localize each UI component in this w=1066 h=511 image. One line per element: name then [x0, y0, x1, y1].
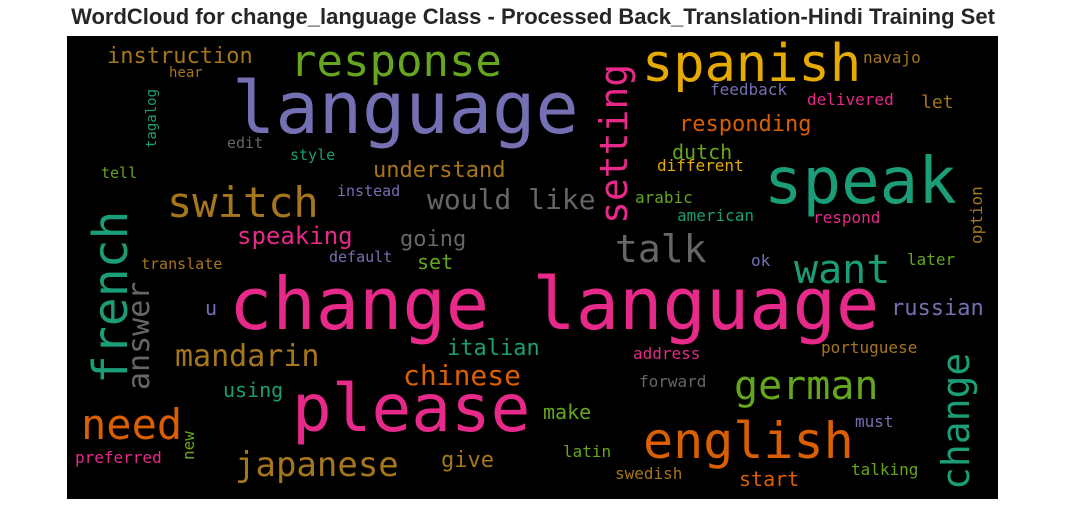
- word-response: response: [290, 36, 502, 87]
- word-change: change: [934, 352, 978, 490]
- word-let: let: [921, 92, 954, 113]
- word-start: start: [739, 467, 800, 491]
- word-speaking: speaking: [237, 222, 353, 250]
- word-give: give: [441, 448, 494, 473]
- word-chinese: chinese: [403, 359, 522, 392]
- word-italian: italian: [447, 336, 540, 361]
- word-responding: responding: [679, 112, 812, 137]
- word-hear: hear: [169, 65, 203, 81]
- chart-title: WordCloud for change_language Class - Pr…: [71, 4, 995, 29]
- word-new: new: [179, 431, 198, 460]
- word-preferred: preferred: [75, 448, 162, 467]
- word-must: must: [855, 412, 894, 431]
- word-delivered: delivered: [807, 90, 894, 109]
- word-different: different: [657, 156, 744, 175]
- word-english: english: [643, 412, 854, 470]
- word-translate: translate: [141, 255, 223, 273]
- word-u: u: [205, 296, 218, 320]
- word-style: style: [290, 146, 336, 164]
- word-speak: speak: [764, 145, 957, 219]
- word-talking: talking: [851, 460, 919, 479]
- word-understand: understand: [373, 158, 506, 183]
- word-instruction: instruction: [107, 44, 253, 69]
- word-portuguese: portuguese: [821, 338, 918, 357]
- word-feedback: feedback: [710, 80, 788, 99]
- word-instead: instead: [337, 182, 401, 200]
- word-address: address: [633, 344, 701, 363]
- word-arabic: arabic: [635, 188, 693, 207]
- word-american: american: [677, 206, 755, 225]
- word-spanish: spanish: [642, 36, 862, 94]
- word-forward: forward: [639, 372, 707, 391]
- word-make: make: [543, 400, 592, 424]
- word-change-language: change language: [229, 262, 880, 346]
- word-japanese: japanese: [235, 445, 399, 485]
- word-russian: russian: [891, 296, 984, 321]
- word-going: going: [400, 227, 467, 252]
- word-would-like: would like: [427, 183, 596, 216]
- word-ok: ok: [751, 251, 771, 270]
- word-edit: edit: [227, 134, 264, 152]
- word-need: need: [81, 400, 183, 449]
- word-dutch: dutch: [672, 140, 733, 164]
- word-tagalog: tagalog: [144, 88, 160, 148]
- word-latin: latin: [563, 442, 612, 461]
- word-please: please: [292, 370, 531, 447]
- word-tell: tell: [101, 164, 138, 182]
- word-german: german: [734, 363, 879, 409]
- word-swedish: swedish: [615, 464, 683, 483]
- word-navajo: navajo: [863, 48, 921, 67]
- word-setting: setting: [592, 63, 636, 224]
- word-mandarin: mandarin: [175, 339, 320, 374]
- word-option: option: [967, 186, 986, 244]
- word-answer: answer: [122, 281, 157, 390]
- word-talk: talk: [615, 227, 707, 271]
- word-using: using: [223, 378, 284, 402]
- word-set: set: [417, 250, 454, 274]
- word-want: want: [794, 247, 891, 293]
- word-language: language: [232, 66, 579, 150]
- word-default: default: [329, 248, 393, 266]
- word-later: later: [907, 250, 956, 269]
- word-switch: switch: [167, 178, 319, 227]
- word-cloud: change language language please speak sp…: [67, 36, 998, 499]
- word-respond: respond: [813, 208, 881, 227]
